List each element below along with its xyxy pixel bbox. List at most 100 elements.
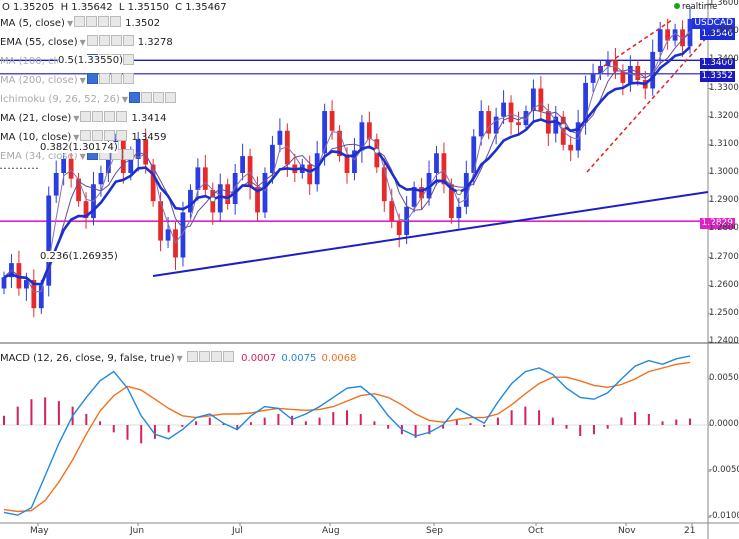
- time-tick-label: Nov: [618, 526, 636, 536]
- close-icon[interactable]: [122, 73, 134, 84]
- candle-body: [83, 201, 89, 219]
- gear-icon[interactable]: [98, 73, 110, 84]
- macd-histogram-bar: [167, 425, 170, 433]
- close-icon[interactable]: [122, 149, 134, 160]
- price-tick-label: 1.2800: [709, 223, 739, 234]
- chevron-down-icon[interactable]: ▼: [176, 354, 183, 363]
- candle-body: [478, 111, 484, 137]
- realtime-label: realtime: [682, 2, 718, 12]
- support-tag: 1.2829: [699, 218, 735, 229]
- candle-body: [657, 29, 663, 52]
- macd-histogram-bar: [291, 415, 294, 425]
- candle-body: [277, 130, 283, 145]
- price-tick-label: 1.3600: [709, 0, 739, 8]
- candle-body: [232, 173, 238, 204]
- close-icon[interactable]: [110, 16, 122, 27]
- indicator-legend[interactable]: EMA (34, close) ▼: [0, 149, 134, 163]
- chevron-down-icon[interactable]: ▼: [66, 19, 74, 28]
- candle-body: [128, 158, 134, 173]
- macd-histogram-bar: [538, 410, 541, 425]
- eye-icon[interactable]: [86, 73, 98, 84]
- close-icon[interactable]: [122, 35, 134, 46]
- close-icon[interactable]: [165, 92, 176, 103]
- macd-histogram-bar: [332, 412, 335, 425]
- macd-histogram-bar: [620, 417, 623, 425]
- indicator-legend[interactable]: MA (5, close) ▼ 1.3502: [0, 16, 160, 30]
- eye-icon[interactable]: [74, 16, 86, 27]
- gear-icon[interactable]: [98, 35, 110, 46]
- macd-histogram-bar: [236, 425, 239, 429]
- indicator-legend[interactable]: EMA (55, close) ▼ 1.3278: [0, 35, 173, 49]
- candle-body: [396, 220, 402, 235]
- candle-body: [560, 116, 566, 145]
- indicator-name: MA (100, close): [0, 56, 78, 67]
- macd-legend[interactable]: MACD (12, 26, close, 9, false, true) ▼ 0.…: [0, 351, 357, 365]
- eye-icon[interactable]: [80, 130, 92, 141]
- plus-icon[interactable]: [104, 130, 116, 141]
- chevron-down-icon[interactable]: ▼: [79, 152, 86, 161]
- gear-icon[interactable]: [141, 92, 152, 103]
- eye-icon[interactable]: [186, 351, 198, 362]
- macd-histogram-bar: [208, 417, 211, 425]
- gear-icon[interactable]: [86, 16, 98, 27]
- chevron-down-icon[interactable]: ▼: [73, 133, 80, 142]
- ema-55-line: [3, 45, 691, 286]
- macd-signal-value: 0.0068: [321, 353, 357, 364]
- price-tick-label: 1.2500: [709, 307, 739, 318]
- close-icon[interactable]: [116, 111, 128, 122]
- plus-icon[interactable]: [210, 351, 222, 362]
- ema-touch-marker: [209, 196, 216, 203]
- candle-body: [434, 153, 439, 173]
- candle-body: [508, 102, 514, 123]
- candle-body: [366, 122, 372, 140]
- macd-histogram-bar: [565, 425, 568, 429]
- candle-body: [98, 173, 104, 185]
- candle-body: [381, 167, 387, 202]
- plus-icon[interactable]: [104, 111, 116, 122]
- chevron-down-icon[interactable]: ▼: [79, 38, 86, 47]
- macd-histogram-bar: [428, 425, 431, 435]
- macd-histogram-bar: [524, 406, 527, 425]
- macd-tick-label: 0.0050: [709, 373, 739, 383]
- chevron-down-icon[interactable]: ▼: [121, 95, 128, 104]
- indicator-legend[interactable]: MA (21, close) ▼ 1.3414: [0, 111, 166, 125]
- candle-body: [352, 150, 357, 173]
- candle-body: [322, 111, 328, 154]
- indicator-legend[interactable]: Ichimoku (9, 26, 52, 26) ▼: [0, 92, 176, 106]
- macd-histogram-bar: [592, 425, 595, 435]
- chevron-down-icon[interactable]: ▼: [73, 114, 80, 123]
- current-price-tag: 1.3546: [699, 29, 735, 40]
- close-icon[interactable]: [222, 351, 234, 362]
- plus-icon[interactable]: [98, 16, 110, 27]
- candle-body: [523, 111, 529, 126]
- close-icon[interactable]: [116, 130, 128, 141]
- chevron-down-icon[interactable]: ▼: [79, 76, 86, 85]
- indicator-legend[interactable]: MA (200, close) ▼: [0, 73, 134, 87]
- gear-icon[interactable]: [92, 111, 104, 122]
- candle-body: [665, 29, 671, 41]
- candle-body: [620, 71, 626, 83]
- candle-body: [38, 285, 44, 309]
- indicator-legend[interactable]: MA (10, close) ▼ 1.3459: [0, 130, 166, 144]
- macd-histogram-bar: [661, 421, 664, 425]
- eye-icon[interactable]: [86, 35, 98, 46]
- gear-icon[interactable]: [198, 351, 210, 362]
- plus-icon[interactable]: [110, 35, 122, 46]
- close-icon[interactable]: [122, 54, 134, 65]
- macd-histogram-bar: [496, 417, 499, 425]
- indicator-name: MA (200, close): [0, 75, 78, 86]
- fib-label-382: 0.382(1.30174): [40, 142, 118, 153]
- gear-icon[interactable]: [92, 130, 104, 141]
- indicator-value: 1.3278: [137, 37, 173, 48]
- candle-body: [135, 139, 141, 159]
- candle-body: [61, 158, 67, 173]
- plus-icon[interactable]: [110, 73, 122, 84]
- eye-icon[interactable]: [129, 92, 140, 103]
- macd-histogram-bar: [346, 410, 348, 425]
- eye-icon[interactable]: [80, 111, 92, 122]
- candle-body: [158, 201, 163, 241]
- price-tick-label: 1.3200: [709, 110, 739, 121]
- macd-tick-label: 0.0000: [709, 419, 739, 429]
- plus-icon[interactable]: [153, 92, 164, 103]
